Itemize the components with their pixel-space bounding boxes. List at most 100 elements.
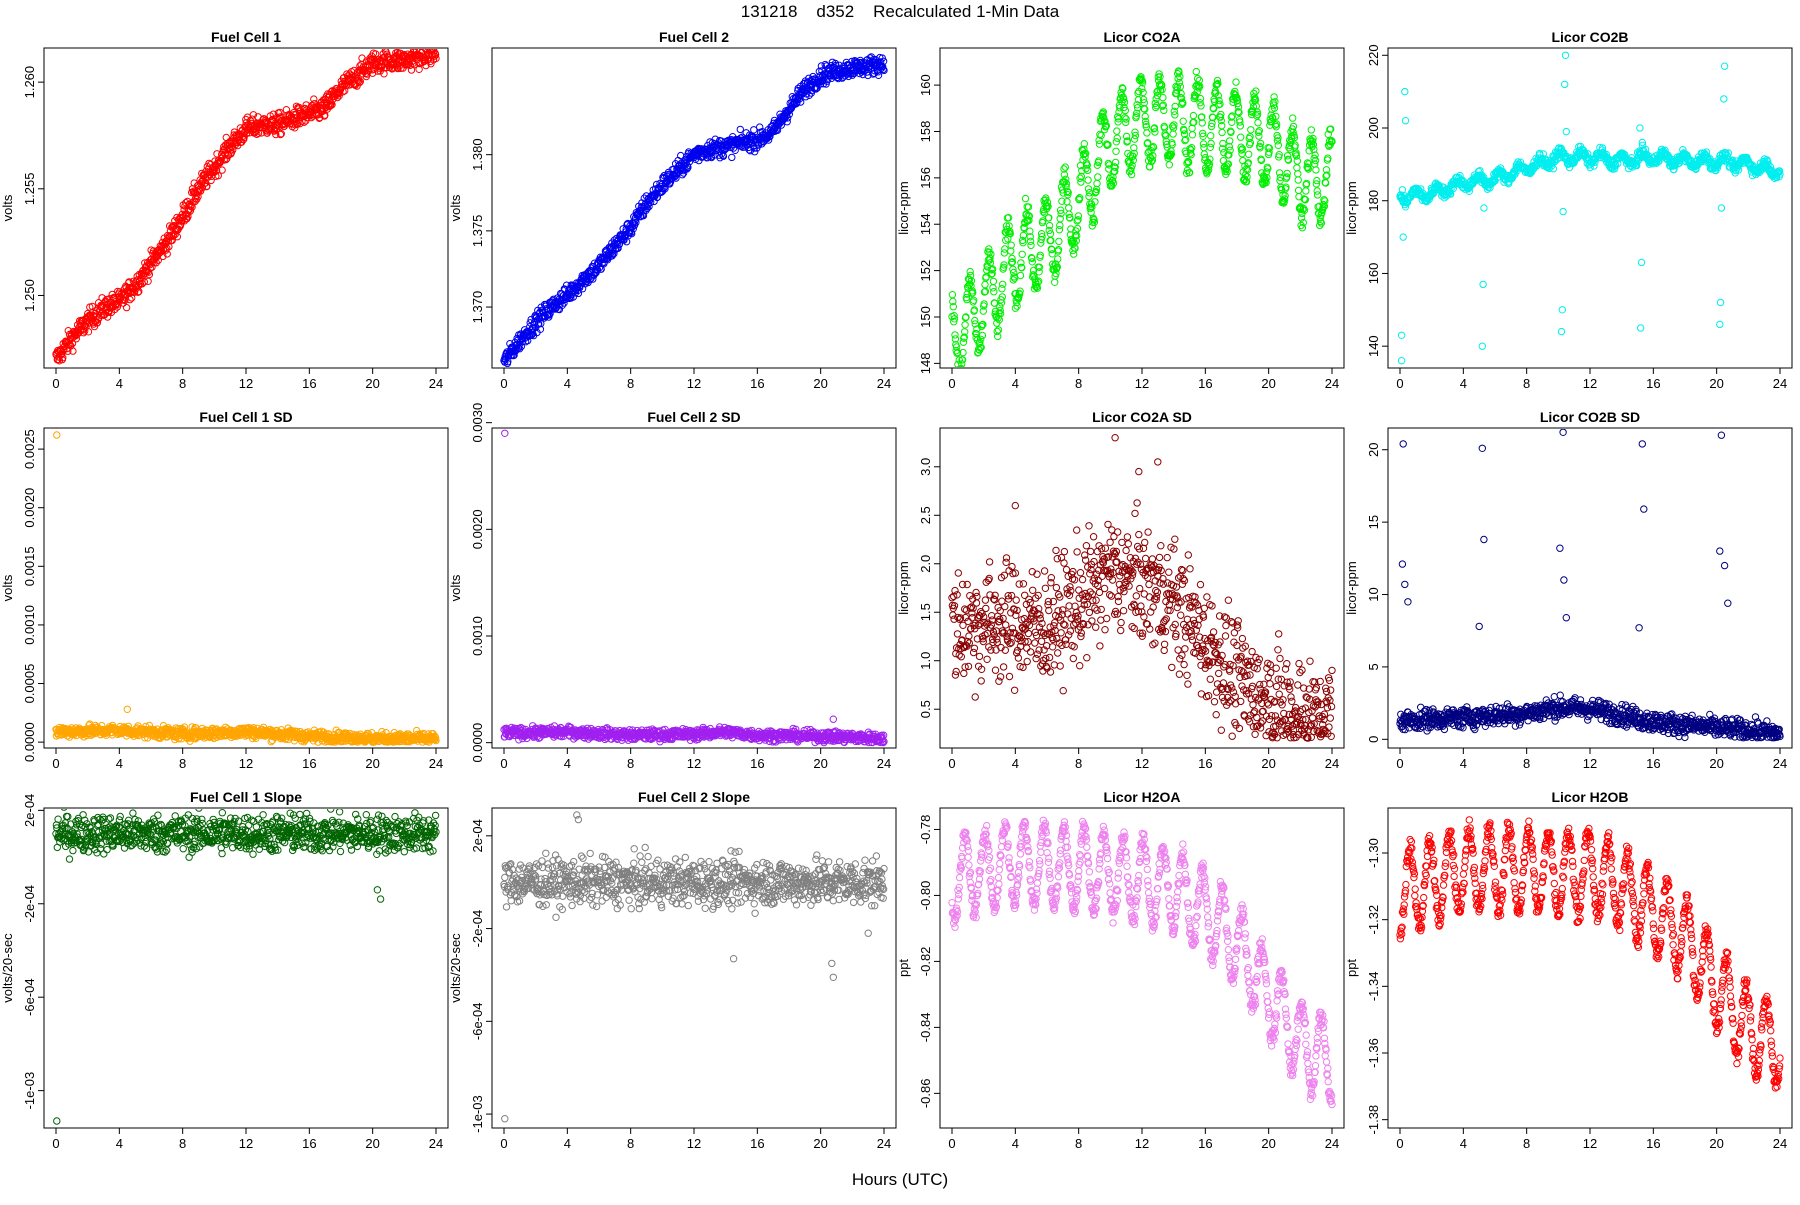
x-tick-label: 4 [564,756,571,771]
x-tick-label: 0 [52,376,59,391]
data-point [982,281,988,287]
outlier-point [1480,281,1486,287]
outlier-point [1721,96,1727,102]
x-tick-label: 20 [813,376,827,391]
data-point [1096,141,1102,147]
data-point [1180,118,1186,124]
data-point [1295,187,1301,193]
y-tick-label: 0.0030 [470,403,485,443]
panel-title: Fuel Cell 2 SD [647,409,740,425]
data-point [1114,135,1120,141]
data-points [1397,52,1783,364]
outlier-point [1638,325,1644,331]
data-point [737,126,743,132]
data-point [1175,75,1181,81]
y-axis-label: licor-ppm [896,181,911,234]
outlier-point [1637,125,1643,131]
y-axis-label: volts [0,574,15,601]
x-tick-label: 0 [500,756,507,771]
data-point [1219,129,1225,135]
x-tick-label: 8 [179,376,186,391]
data-point [145,278,151,284]
x-tick-label: 12 [687,376,701,391]
data-point [1017,272,1023,278]
x-tick-label: 24 [1773,376,1787,391]
plot-frame [44,428,448,748]
x-tick-label: 16 [1646,376,1660,391]
data-point [1190,112,1196,118]
data-point [223,134,229,140]
x-tick-label: 20 [813,756,827,771]
data-point [1237,123,1243,129]
y-tick-label: 1.375 [470,215,485,248]
data-point [999,286,1005,292]
data-point [1160,94,1166,100]
y-tick-label: 158 [918,121,933,143]
panel-title: Licor CO2B [1551,29,1628,45]
data-point [1022,195,1028,201]
y-axis-label: volts [448,194,463,221]
outlier-point [1400,234,1406,240]
data-points [501,430,887,746]
x-tick-label: 8 [1523,376,1530,391]
data-point [1238,134,1244,140]
data-point [1246,151,1252,157]
x-tick-label: 20 [365,376,379,391]
x-tick-label: 8 [627,756,634,771]
x-tick-label: 0 [500,376,507,391]
plot-frame [1388,48,1792,368]
x-tick-label: 12 [687,756,701,771]
data-point [1085,177,1091,183]
data-point [729,154,735,160]
x-tick-label: 12 [1583,376,1597,391]
data-point [1276,170,1282,176]
plot-frame [492,48,896,368]
x-tick-label: 12 [239,376,253,391]
data-point [1303,188,1309,194]
y-tick-label: 140 [1366,335,1381,357]
y-axis-label: volts [448,574,463,601]
outlier-point [124,706,130,712]
data-point [991,289,997,295]
data-point [359,55,365,61]
x-tick-label: 4 [1012,376,1019,391]
x-tick-label: 16 [750,756,764,771]
outlier-point [1717,321,1723,327]
outlier-point [54,432,60,438]
data-point [1019,251,1025,257]
data-point [1294,165,1300,171]
x-tick-label: 8 [627,376,634,391]
data-point [956,369,962,375]
outlier-point [1560,208,1566,214]
y-tick-label: 1.250 [22,279,37,312]
data-point [1248,127,1254,133]
data-point [957,373,963,379]
x-tick-label: 24 [877,376,891,391]
y-tick-label: 0.0010 [22,605,37,645]
data-point [1052,279,1058,285]
data-point [958,373,964,379]
data-point [1295,171,1301,177]
outlier-point [1559,307,1565,313]
panel-title: Fuel Cell 1 SD [199,409,292,425]
outlier-point [1481,205,1487,211]
data-point [421,41,427,47]
y-axis-label: licor-ppm [1344,181,1359,234]
data-point [1114,128,1120,134]
outlier-point [1717,299,1723,305]
data-point [990,278,996,284]
data-point [123,304,129,310]
y-tick-label: 180 [1366,190,1381,212]
y-tick-label: 160 [1366,263,1381,285]
data-points [53,41,439,365]
y-tick-label: 156 [918,167,933,189]
y-tick-label: 0.0015 [22,546,37,586]
y-tick-label: 0.0000 [470,723,485,763]
x-tick-label: 24 [1325,376,1339,391]
data-point [1057,222,1063,228]
data-point [962,322,968,328]
